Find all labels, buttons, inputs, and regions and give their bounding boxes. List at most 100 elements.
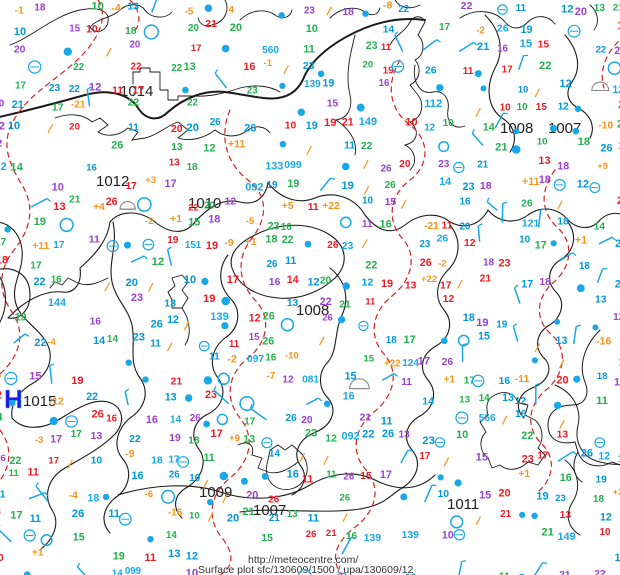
svg-text:12: 12: [0, 120, 5, 132]
svg-text:18: 18: [187, 162, 198, 173]
svg-text:26: 26: [0, 277, 1, 289]
svg-text:19: 19: [322, 78, 334, 90]
svg-text:12: 12: [225, 197, 237, 208]
svg-text:20: 20: [204, 201, 215, 212]
svg-text:17: 17: [244, 417, 256, 428]
svg-text:20: 20: [556, 374, 568, 386]
svg-text:+22: +22: [421, 274, 437, 285]
svg-text:11: 11: [381, 42, 392, 53]
svg-text:11: 11: [302, 474, 313, 486]
svg-text:13: 13: [459, 394, 470, 405]
svg-text:26: 26: [263, 311, 275, 323]
svg-text:13: 13: [560, 510, 572, 521]
svg-text:19: 19: [34, 216, 46, 228]
svg-text:18: 18: [480, 180, 492, 192]
svg-text:17: 17: [535, 240, 547, 252]
svg-text:17: 17: [537, 451, 548, 462]
svg-text:14: 14: [422, 397, 434, 408]
svg-text:21: 21: [243, 506, 255, 518]
svg-text:+1: +1: [245, 237, 257, 248]
svg-text:+1: +1: [32, 546, 44, 558]
svg-text:17: 17: [439, 22, 451, 33]
svg-text:17: 17: [227, 274, 240, 286]
svg-text:22: 22: [361, 141, 373, 152]
svg-text:16: 16: [379, 78, 390, 89]
svg-text:12: 12: [614, 377, 620, 389]
svg-text:23: 23: [420, 239, 431, 250]
svg-text:15: 15: [249, 332, 260, 343]
svg-text:139: 139: [210, 311, 229, 323]
svg-text:133: 133: [265, 160, 283, 172]
svg-text:21: 21: [269, 513, 281, 524]
svg-text:18: 18: [579, 261, 590, 272]
svg-text:15: 15: [385, 197, 397, 208]
svg-text:26: 26: [72, 508, 85, 520]
svg-text:21: 21: [12, 99, 24, 111]
svg-text:10: 10: [600, 527, 611, 538]
svg-text:17: 17: [191, 43, 202, 54]
svg-text:26: 26: [420, 257, 432, 269]
svg-text:139: 139: [364, 532, 382, 544]
svg-text:22: 22: [131, 62, 142, 73]
svg-text:16: 16: [499, 376, 511, 387]
svg-text:-4: -4: [69, 490, 78, 501]
svg-text:11: 11: [344, 141, 355, 152]
svg-text:11: 11: [112, 85, 123, 96]
svg-text:15: 15: [327, 99, 339, 110]
svg-text:20: 20: [301, 415, 313, 426]
svg-text:11: 11: [9, 468, 20, 479]
svg-text:19: 19: [341, 180, 354, 192]
svg-text:13: 13: [287, 509, 298, 520]
svg-text:15: 15: [476, 451, 488, 463]
svg-text:14: 14: [166, 530, 177, 541]
svg-text:-6: -6: [145, 489, 154, 500]
svg-text:21: 21: [171, 376, 183, 388]
svg-text:11: 11: [209, 352, 220, 363]
svg-text:-16: -16: [168, 508, 183, 519]
svg-text:12: 12: [515, 396, 527, 407]
svg-text:12: 12: [186, 551, 198, 563]
svg-text:22: 22: [9, 455, 21, 467]
svg-text:13: 13: [165, 391, 177, 403]
svg-text:12: 12: [0, 138, 3, 149]
svg-text:17: 17: [48, 455, 59, 466]
svg-text:092: 092: [245, 182, 263, 194]
svg-text:15: 15: [520, 38, 532, 50]
svg-text:23: 23: [522, 453, 534, 465]
svg-text:21: 21: [559, 570, 571, 575]
svg-text:20: 20: [615, 279, 620, 291]
svg-text:099: 099: [284, 160, 302, 171]
svg-text:566: 566: [479, 413, 496, 424]
svg-text:15: 15: [536, 102, 548, 113]
svg-text:17: 17: [165, 178, 177, 190]
svg-text:139: 139: [402, 530, 420, 541]
svg-text:15: 15: [478, 330, 490, 342]
svg-text:22: 22: [34, 337, 46, 349]
svg-text:19: 19: [113, 550, 125, 562]
svg-text:23: 23: [268, 221, 280, 233]
svg-text:12: 12: [600, 511, 612, 523]
svg-text:11: 11: [442, 221, 453, 232]
svg-text:14: 14: [479, 393, 490, 404]
svg-text:10: 10: [518, 85, 529, 96]
svg-text:18: 18: [386, 335, 397, 346]
svg-text:23: 23: [438, 159, 450, 170]
svg-text:10: 10: [285, 120, 297, 131]
svg-text:12: 12: [464, 238, 476, 249]
svg-text:12: 12: [325, 433, 337, 445]
svg-text:18: 18: [557, 216, 569, 228]
svg-text:19: 19: [206, 240, 218, 252]
svg-text:-21: -21: [71, 99, 86, 110]
svg-text:22: 22: [187, 97, 198, 108]
svg-text:13: 13: [168, 548, 181, 560]
svg-text:-8: -8: [383, 0, 392, 12]
svg-text:18: 18: [463, 312, 475, 324]
svg-text:11: 11: [204, 452, 215, 464]
svg-text:+22: +22: [613, 487, 620, 498]
svg-text:18: 18: [208, 213, 220, 225]
svg-text:21: 21: [500, 509, 511, 520]
svg-text:26: 26: [497, 23, 509, 35]
svg-text:15: 15: [188, 217, 200, 229]
svg-text:12: 12: [561, 4, 573, 16]
svg-text:14: 14: [287, 274, 299, 286]
